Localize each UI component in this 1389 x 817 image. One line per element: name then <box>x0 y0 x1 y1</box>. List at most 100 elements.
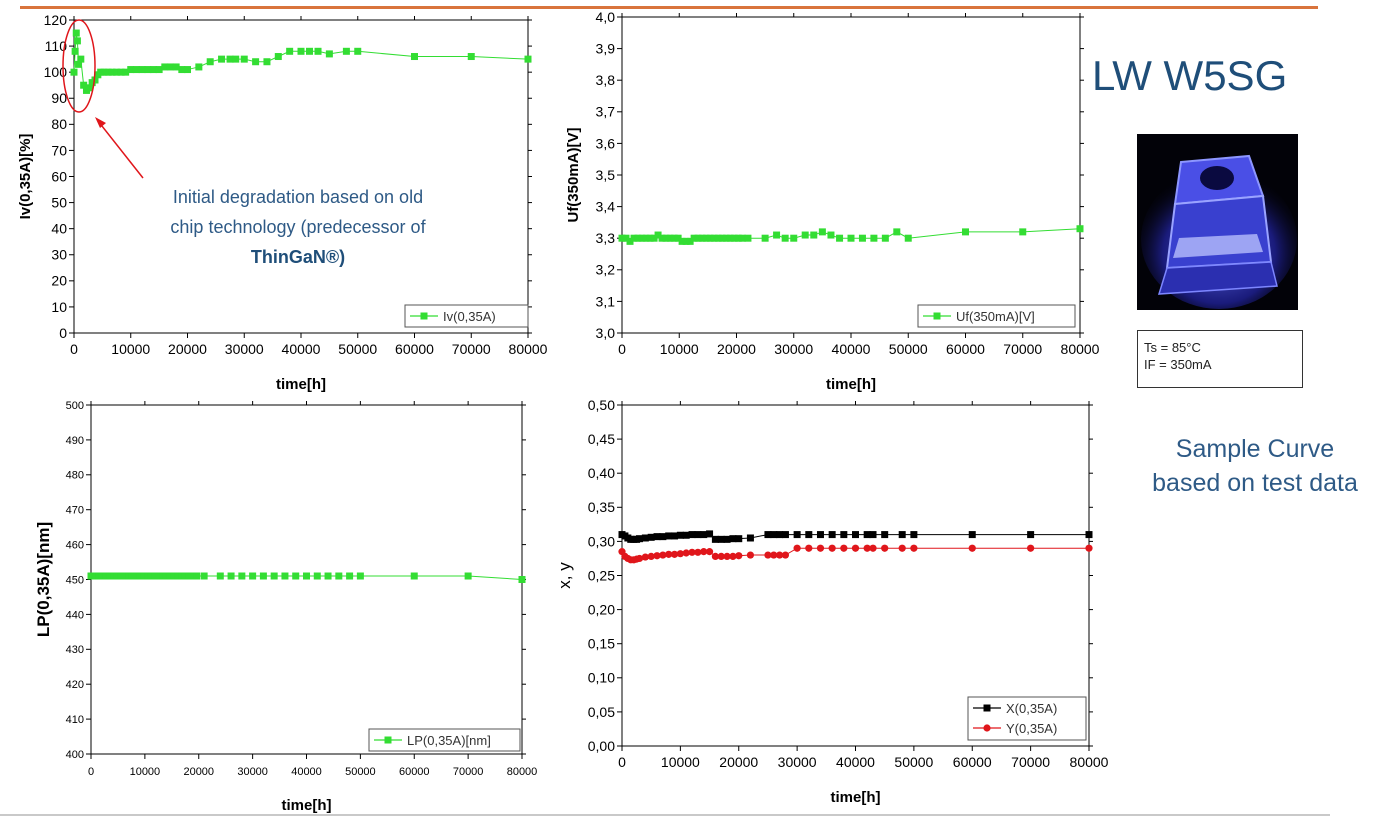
data-point <box>694 234 702 242</box>
legend-marker <box>983 704 991 712</box>
data-point <box>666 234 674 242</box>
data-point <box>155 66 163 74</box>
y-tick-label: 0,10 <box>588 670 615 686</box>
data-point <box>694 548 702 556</box>
data-point <box>670 550 679 558</box>
data-point <box>706 234 714 242</box>
data-point <box>729 552 737 561</box>
data-point <box>659 533 667 541</box>
data-point <box>698 234 706 242</box>
data-point <box>354 47 362 55</box>
data-point <box>71 47 79 55</box>
legend-box <box>967 696 1087 741</box>
data-point <box>113 68 121 76</box>
x-axis-label: time[h] <box>826 376 876 393</box>
led-product-photo <box>1137 134 1298 310</box>
data-point <box>810 231 818 239</box>
y-tick-label: 60 <box>51 168 67 184</box>
y-tick-label: 3,1 <box>596 293 616 309</box>
x-tick-label: 70000 <box>1003 341 1042 357</box>
x-tick-label: 80000 <box>1061 341 1100 357</box>
data-point <box>647 533 655 541</box>
y-tick-label: 420 <box>66 679 84 691</box>
data-point <box>793 544 801 552</box>
x-tick-label: 20000 <box>719 754 758 770</box>
x-tick-label: 10000 <box>660 341 699 357</box>
y-tick-label: 0,20 <box>588 602 615 618</box>
data-point <box>181 572 189 580</box>
data-point <box>518 576 526 583</box>
y-tick-label: 460 <box>66 539 84 551</box>
data-point <box>686 237 694 245</box>
data-point <box>781 531 789 539</box>
y-tick-label: 0,25 <box>588 567 615 583</box>
data-point <box>121 572 129 580</box>
data-point <box>746 534 754 542</box>
x-tick-label: 40000 <box>832 341 871 357</box>
y-tick-label: 3,5 <box>596 167 616 183</box>
data-point <box>682 549 690 557</box>
data-point <box>125 572 133 580</box>
data-point <box>1027 544 1035 552</box>
data-point <box>776 531 784 539</box>
data-point <box>665 550 673 558</box>
data-point <box>113 572 121 580</box>
x-axis-label: time[h] <box>282 797 332 814</box>
x-tick-label: 30000 <box>774 341 813 357</box>
data-point <box>688 531 696 539</box>
x-tick-label: 50000 <box>345 766 376 778</box>
data-point <box>140 572 148 580</box>
data-point <box>155 572 163 580</box>
y-tick-label: 10 <box>51 299 67 315</box>
y-tick-label: 3,3 <box>596 230 616 246</box>
y-tick-label: 0,05 <box>588 704 615 720</box>
data-point <box>106 572 114 580</box>
x-tick-label: 40000 <box>836 754 875 770</box>
data-point <box>626 237 634 245</box>
y-tick-label: 100 <box>44 64 68 80</box>
legend-marker <box>420 312 428 320</box>
test-conditions-box: Ts = 85°C IF = 350mA <box>1137 330 1303 388</box>
data-point <box>249 572 257 580</box>
y-axis-label: Uf(350mA)[V] <box>565 127 582 222</box>
annotation-line1: Initial degradation based on old <box>173 187 423 207</box>
annotation-ellipse <box>62 19 96 113</box>
data-point <box>356 572 364 580</box>
y-tick-label: 120 <box>44 12 68 28</box>
data-point <box>904 234 912 242</box>
data-point <box>863 531 871 539</box>
data-point <box>411 53 418 61</box>
data-point <box>110 572 118 580</box>
data-point <box>122 68 130 76</box>
legend-box <box>404 304 529 328</box>
x-tick-label: 60000 <box>399 766 430 778</box>
x-tick-label: 30000 <box>778 754 817 770</box>
data-point <box>252 58 260 66</box>
data-point <box>910 531 918 539</box>
data-point <box>170 572 178 580</box>
y-tick-label: 500 <box>66 400 84 412</box>
data-point <box>881 234 889 242</box>
data-point <box>132 572 140 580</box>
data-point <box>147 572 155 580</box>
data-point <box>410 572 418 580</box>
data-point <box>761 234 769 242</box>
y-tick-label: 430 <box>66 644 84 656</box>
y-axis-label: x, y <box>555 562 574 589</box>
x-tick-label: 20000 <box>168 341 207 357</box>
y-tick-label: 0,50 <box>588 397 615 413</box>
data-point <box>325 50 333 58</box>
y-tick-label: 450 <box>66 574 84 586</box>
data-point <box>700 548 708 556</box>
data-point <box>144 572 152 580</box>
data-point <box>73 37 81 45</box>
data-point <box>898 544 906 552</box>
y-tick-label: 490 <box>66 435 84 447</box>
data-point <box>688 548 696 556</box>
data-point <box>674 234 682 242</box>
data-point <box>801 231 809 239</box>
y-axis-label: Iv(0,35A)[%] <box>17 134 34 220</box>
y-tick-label: 3,0 <box>596 325 616 341</box>
